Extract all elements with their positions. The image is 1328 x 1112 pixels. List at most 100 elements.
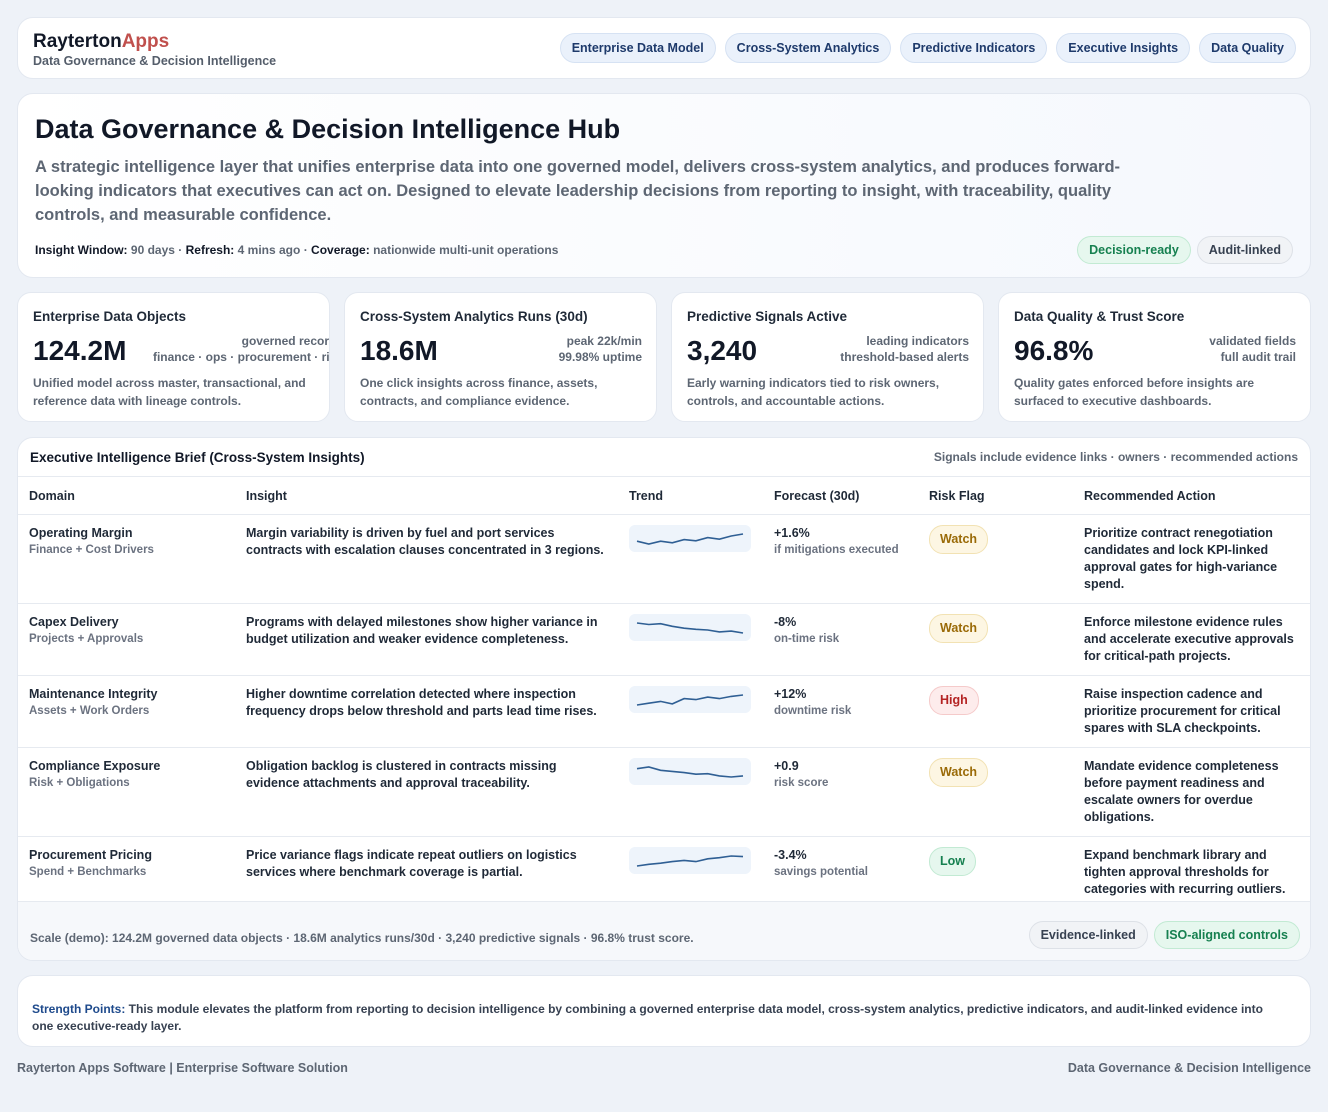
forecast: +12% (774, 687, 807, 701)
sparkline (629, 686, 751, 713)
insight-cell: Programs with delayed milestones show hi… (235, 603, 618, 676)
meta-value: 4 mins ago (237, 243, 301, 257)
column-header: Domain (18, 476, 235, 515)
trend-line (636, 855, 744, 867)
forecast-cell: +0.9 risk score (763, 747, 918, 837)
risk-flag: Watch (929, 525, 989, 554)
hero-meta: Insight Window: 90 days · Refresh: 4 min… (35, 243, 558, 257)
kpi-value: 3,240 (687, 335, 758, 366)
brand: RaytertonApps (33, 31, 169, 53)
insight-cell: Price variance flags indicate repeat out… (235, 836, 618, 908)
insight-cell: Margin variability is driven by fuel and… (235, 514, 618, 604)
kpi-card: Data Quality & Trust Score 96.8% validated… (998, 292, 1311, 422)
domain-sub: Assets + Work Orders (29, 705, 150, 717)
risk-flag: Watch (929, 758, 989, 787)
kpi-note-line: threshold-based alerts (840, 350, 969, 364)
forecast-cell: +12% downtime risk (763, 675, 918, 748)
kpi-note: validated fields full audit trail (1209, 333, 1296, 365)
forecast: -8% (774, 615, 797, 629)
kpi-note-line: validated fields (1209, 334, 1296, 348)
nav: Enterprise Data Model Cross-System Analyt… (559, 33, 1296, 63)
tag: Evidence-linked (1028, 921, 1148, 949)
meta-separator: · (178, 243, 183, 257)
column-header: Risk Flag (918, 476, 1073, 515)
brief-footer: Scale (demo): 124.2M governed data objec… (18, 901, 1310, 960)
action-cell: Raise inspection cadence and prioritize … (1073, 675, 1310, 748)
kpi-description: Early warning indicators tied to risk ow… (687, 376, 940, 408)
forecast-sub: risk score (774, 777, 829, 789)
nav-pill[interactable]: Enterprise Data Model (559, 33, 716, 63)
kpi-note: leading indicators threshold-based alerts (840, 333, 969, 365)
forecast-cell: -3.4% savings potential (763, 836, 918, 908)
brief-table: Domain Insight Trend Forecast (30d) Risk Fla… (18, 476, 1310, 908)
forecast: +1.6% (774, 526, 810, 540)
kpi-note-line: 99.98% uptime (558, 350, 642, 364)
brief-card: Executive Intelligence Brief (Cross-Syst… (17, 437, 1311, 961)
forecast: +0.9 (774, 759, 799, 773)
risk-cell: Watch (918, 603, 1073, 676)
strength-label: Strength Points: (32, 1002, 126, 1016)
kpi-note: peak 22k/min 99.98% uptime (559, 333, 642, 365)
meta-value: 90 days (130, 243, 175, 257)
brand-main: Rayterton (33, 31, 122, 52)
domain: Compliance Exposure (29, 759, 161, 773)
top-bar: RaytertonApps Data Governance & Decision… (17, 17, 1311, 79)
footer-right: Data Governance & Decision Intelligence (1067, 1061, 1311, 1075)
tag: Audit-linked (1196, 236, 1293, 264)
strength-body: This module elevates the platform from r… (32, 1002, 1263, 1033)
kpi-value: 124.2M (33, 335, 127, 366)
trend-cell (618, 836, 763, 908)
kpi-note-line: full audit trail (1220, 350, 1296, 364)
table-row: Maintenance Integrity Assets + Work Order… (18, 675, 1310, 748)
kpi-title: Predictive Signals Active (687, 309, 848, 324)
brief-title: Executive Intelligence Brief (Cross-Syst… (30, 450, 365, 465)
tag: ISO-aligned controls (1153, 921, 1300, 949)
hero: Data Governance & Decision Intelligence … (17, 93, 1311, 278)
strength-text: Strength Points: This module elevates th… (32, 1001, 1287, 1035)
insight-cell: Higher downtime correlation detected whe… (235, 675, 618, 748)
insight-cell: Obligation backlog is clustered in contr… (235, 747, 618, 837)
table-row: Compliance Exposure Risk + Obligations Obl… (18, 747, 1310, 837)
action-cell: Prioritize contract renegotiation candid… (1073, 514, 1310, 604)
kpi-card: Cross-System Analytics Runs (30d) 18.6M pe… (344, 292, 657, 422)
table-body: Operating Margin Finance + Cost Drivers Ma… (18, 514, 1310, 908)
kpi-description: Unified model across master, transaction… (33, 376, 306, 408)
meta-label: Coverage: (311, 243, 370, 257)
nav-pill[interactable]: Predictive Indicators (900, 33, 1048, 63)
sparkline (629, 525, 751, 552)
meta-label: Insight Window: (35, 243, 128, 257)
domain-sub: Finance + Cost Drivers (29, 544, 154, 556)
domain-cell: Compliance Exposure Risk + Obligations (18, 747, 235, 837)
brief-note: Signals include evidence links · owners … (933, 450, 1298, 464)
nav-pill[interactable]: Executive Insights (1056, 33, 1191, 63)
forecast-sub: if mitigations executed (774, 544, 899, 556)
kpi-note: governed records finance · ops · procurem… (153, 333, 329, 365)
risk-cell: High (918, 675, 1073, 748)
kpi-description: One click insights across finance, asset… (360, 376, 598, 408)
forecast-sub: savings potential (774, 866, 868, 878)
meta-separator: · (303, 243, 308, 257)
forecast-cell: +1.6% if mitigations executed (763, 514, 918, 604)
nav-pill[interactable]: Cross-System Analytics (724, 33, 892, 63)
column-header: Insight (235, 476, 618, 515)
nav-pill[interactable]: Data Quality (1199, 33, 1296, 63)
header-row: Domain Insight Trend Forecast (30d) Risk Fla… (18, 476, 1310, 515)
domain-sub: Risk + Obligations (29, 777, 130, 789)
sparkline (629, 847, 751, 874)
kpi-note-line: peak 22k/min (566, 334, 642, 348)
kpi-title: Enterprise Data Objects (33, 309, 187, 324)
sparkline (629, 758, 751, 785)
strength-card: Strength Points: This module elevates th… (17, 975, 1311, 1047)
kpi-note-line: leading indicators (866, 334, 969, 348)
trend-line (636, 694, 744, 706)
column-header: Recommended Action (1073, 476, 1310, 515)
trend-cell (618, 603, 763, 676)
action-cell: Enforce milestone evidence rules and acc… (1073, 603, 1310, 676)
domain-cell: Capex Delivery Projects + Approvals (18, 603, 235, 676)
risk-flag: Low (929, 847, 976, 876)
hero-description: A strategic intelligence layer that unif… (35, 158, 1121, 224)
scale-note: Scale (demo): 124.2M governed data objec… (30, 931, 694, 945)
kpi-title: Data Quality & Trust Score (1014, 309, 1185, 324)
